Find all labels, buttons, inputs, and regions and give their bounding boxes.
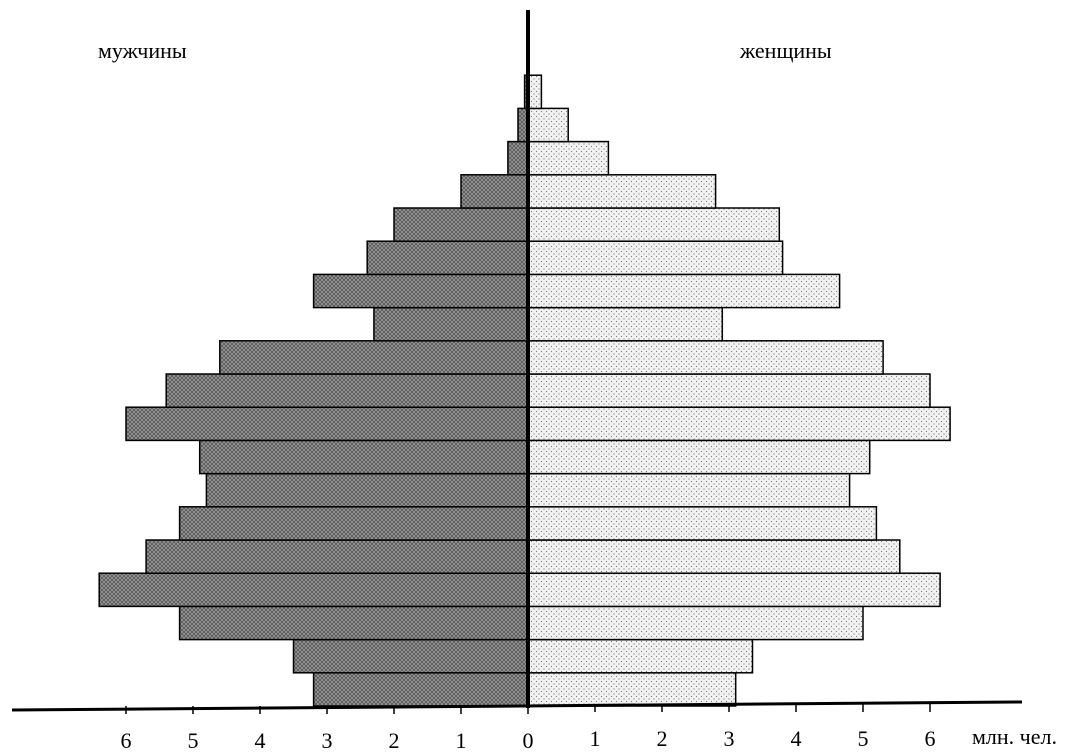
female-bars [527,74,951,707]
female-group-label: женщины [740,38,832,63]
x-tick-label-right: 1 [590,726,601,751]
male-bar [312,672,529,707]
female-bar [527,539,901,574]
female-bar [527,273,841,309]
female-bar [527,340,884,375]
female-bar [527,140,610,176]
female-bar [527,373,931,408]
male-bar [98,572,529,608]
male-bar [366,240,529,276]
male-bar [312,273,529,309]
axis-layer: 6 5 4 3 2 1 0 1 2 3 4 5 6 [11,10,1023,752]
female-bar [527,638,754,674]
x-tick-label-right: 6 [925,726,936,751]
x-tick-label-left: 2 [389,728,400,752]
female-bar [527,406,951,442]
male-bar [165,373,529,408]
male-bar [393,207,529,242]
female-bar [527,107,569,143]
female-bar [527,174,717,209]
female-bar [527,240,784,276]
female-bar [527,605,864,641]
x-tick-label-left: 4 [255,728,266,752]
female-bar [527,572,941,608]
female-bar [527,439,871,475]
male-bar [292,638,529,674]
female-bar [527,672,737,707]
x-tick-label-left: 6 [121,728,132,752]
female-bar [527,506,878,541]
x-tick-label-left: 5 [188,728,199,752]
x-tick-label-left: 1 [456,728,467,752]
male-group-label: мужчины [98,38,187,63]
male-bar [460,174,529,209]
male-bar [198,439,529,475]
female-bar [527,306,724,342]
x-tick-label-right: 2 [657,726,668,751]
male-bars [98,74,529,707]
male-bar [178,605,529,641]
female-bar [527,74,543,110]
x-axis-unit-label: млн. чел. [972,724,1057,749]
male-bar [507,140,529,176]
x-tick-label-left: 3 [322,728,333,752]
male-bar [373,306,529,342]
x-tick-label-left: 0 [523,728,534,752]
x-tick-label-right: 3 [724,726,735,751]
x-axis-line [11,700,1023,712]
x-tick-label-right: 4 [791,726,802,751]
female-bar [527,472,851,508]
male-bar [178,506,529,541]
male-bar [219,340,529,375]
female-bar [527,207,781,242]
male-bar [125,406,529,442]
male-bar [205,472,529,508]
x-tick-label-right: 5 [858,726,869,751]
male-bar [145,539,529,574]
